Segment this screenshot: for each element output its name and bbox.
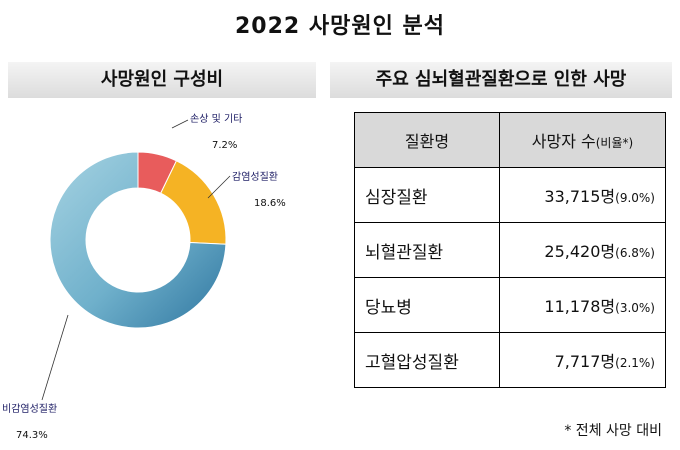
table-header-row: 질환명 사망자 수(비율*) <box>354 112 667 168</box>
table-row: 심장질환 33,715명(9.0%) <box>354 167 667 223</box>
disease-name: 심장질환 <box>354 167 500 223</box>
slice-value-label: 18.6% <box>254 198 286 209</box>
donut-chart: 손상 및 기타 7.2% 감염성질환 18.6% 비감염성질환 74.3% <box>2 113 286 441</box>
ratio-header-label: (비율*) <box>595 136 634 150</box>
footnote: * 전체 사망 대비 <box>564 423 662 439</box>
cause-of-death-table: 질환명 사망자 수(비율*) 심장질환 33,715명(9.0%) 뇌혈관질환 … <box>354 112 667 388</box>
page-title: 2022 사망원인 분석 <box>235 14 445 39</box>
table-row: 뇌혈관질환 25,420명(6.8%) <box>354 222 667 278</box>
slice-value-label: 74.3% <box>16 430 48 441</box>
leader-line <box>41 314 69 401</box>
disease-name: 고혈압성질환 <box>354 332 500 388</box>
slice-label: 감염성질환 <box>232 171 278 183</box>
disease-name: 당뇨병 <box>354 277 500 333</box>
deaths-header-label: 사망자 수 <box>531 132 596 151</box>
table-row: 당뇨병 11,178명(3.0%) <box>354 277 667 333</box>
leader-line <box>171 119 189 129</box>
donut-slice <box>160 160 227 245</box>
slice-value-label: 7.2% <box>212 140 237 151</box>
death-ratio: (2.1%) <box>615 356 655 370</box>
slice-label: 손상 및 기타 <box>190 113 242 125</box>
death-ratio: (9.0%) <box>615 191 655 205</box>
disease-name: 뇌혈관질환 <box>354 222 500 278</box>
slice-label: 비감염성질환 <box>2 403 57 415</box>
death-count: 25,420명 <box>544 242 616 261</box>
death-count-cell: 33,715명(9.0%) <box>498 167 667 223</box>
death-ratio: (3.0%) <box>615 301 655 315</box>
death-count: 33,715명 <box>544 187 616 206</box>
deaths-header: 사망자 수(비율*) <box>498 112 667 168</box>
table-row: 고혈압성질환 7,717명(2.1%) <box>354 332 667 388</box>
donut-slice <box>49 151 227 329</box>
table-section-header: 주요 심뇌혈관질환으로 인한 사망 <box>330 62 672 98</box>
death-count: 11,178명 <box>544 297 616 316</box>
chart-section-header: 사망원인 구성비 <box>8 62 316 98</box>
death-count: 7,717명 <box>554 352 616 371</box>
death-ratio: (6.8%) <box>615 246 655 260</box>
leader-line <box>207 175 231 199</box>
death-count-cell: 25,420명(6.8%) <box>498 222 667 278</box>
disease-name-header: 질환명 <box>354 112 500 168</box>
death-count-cell: 11,178명(3.0%) <box>498 277 667 333</box>
death-count-cell: 7,717명(2.1%) <box>498 332 667 388</box>
